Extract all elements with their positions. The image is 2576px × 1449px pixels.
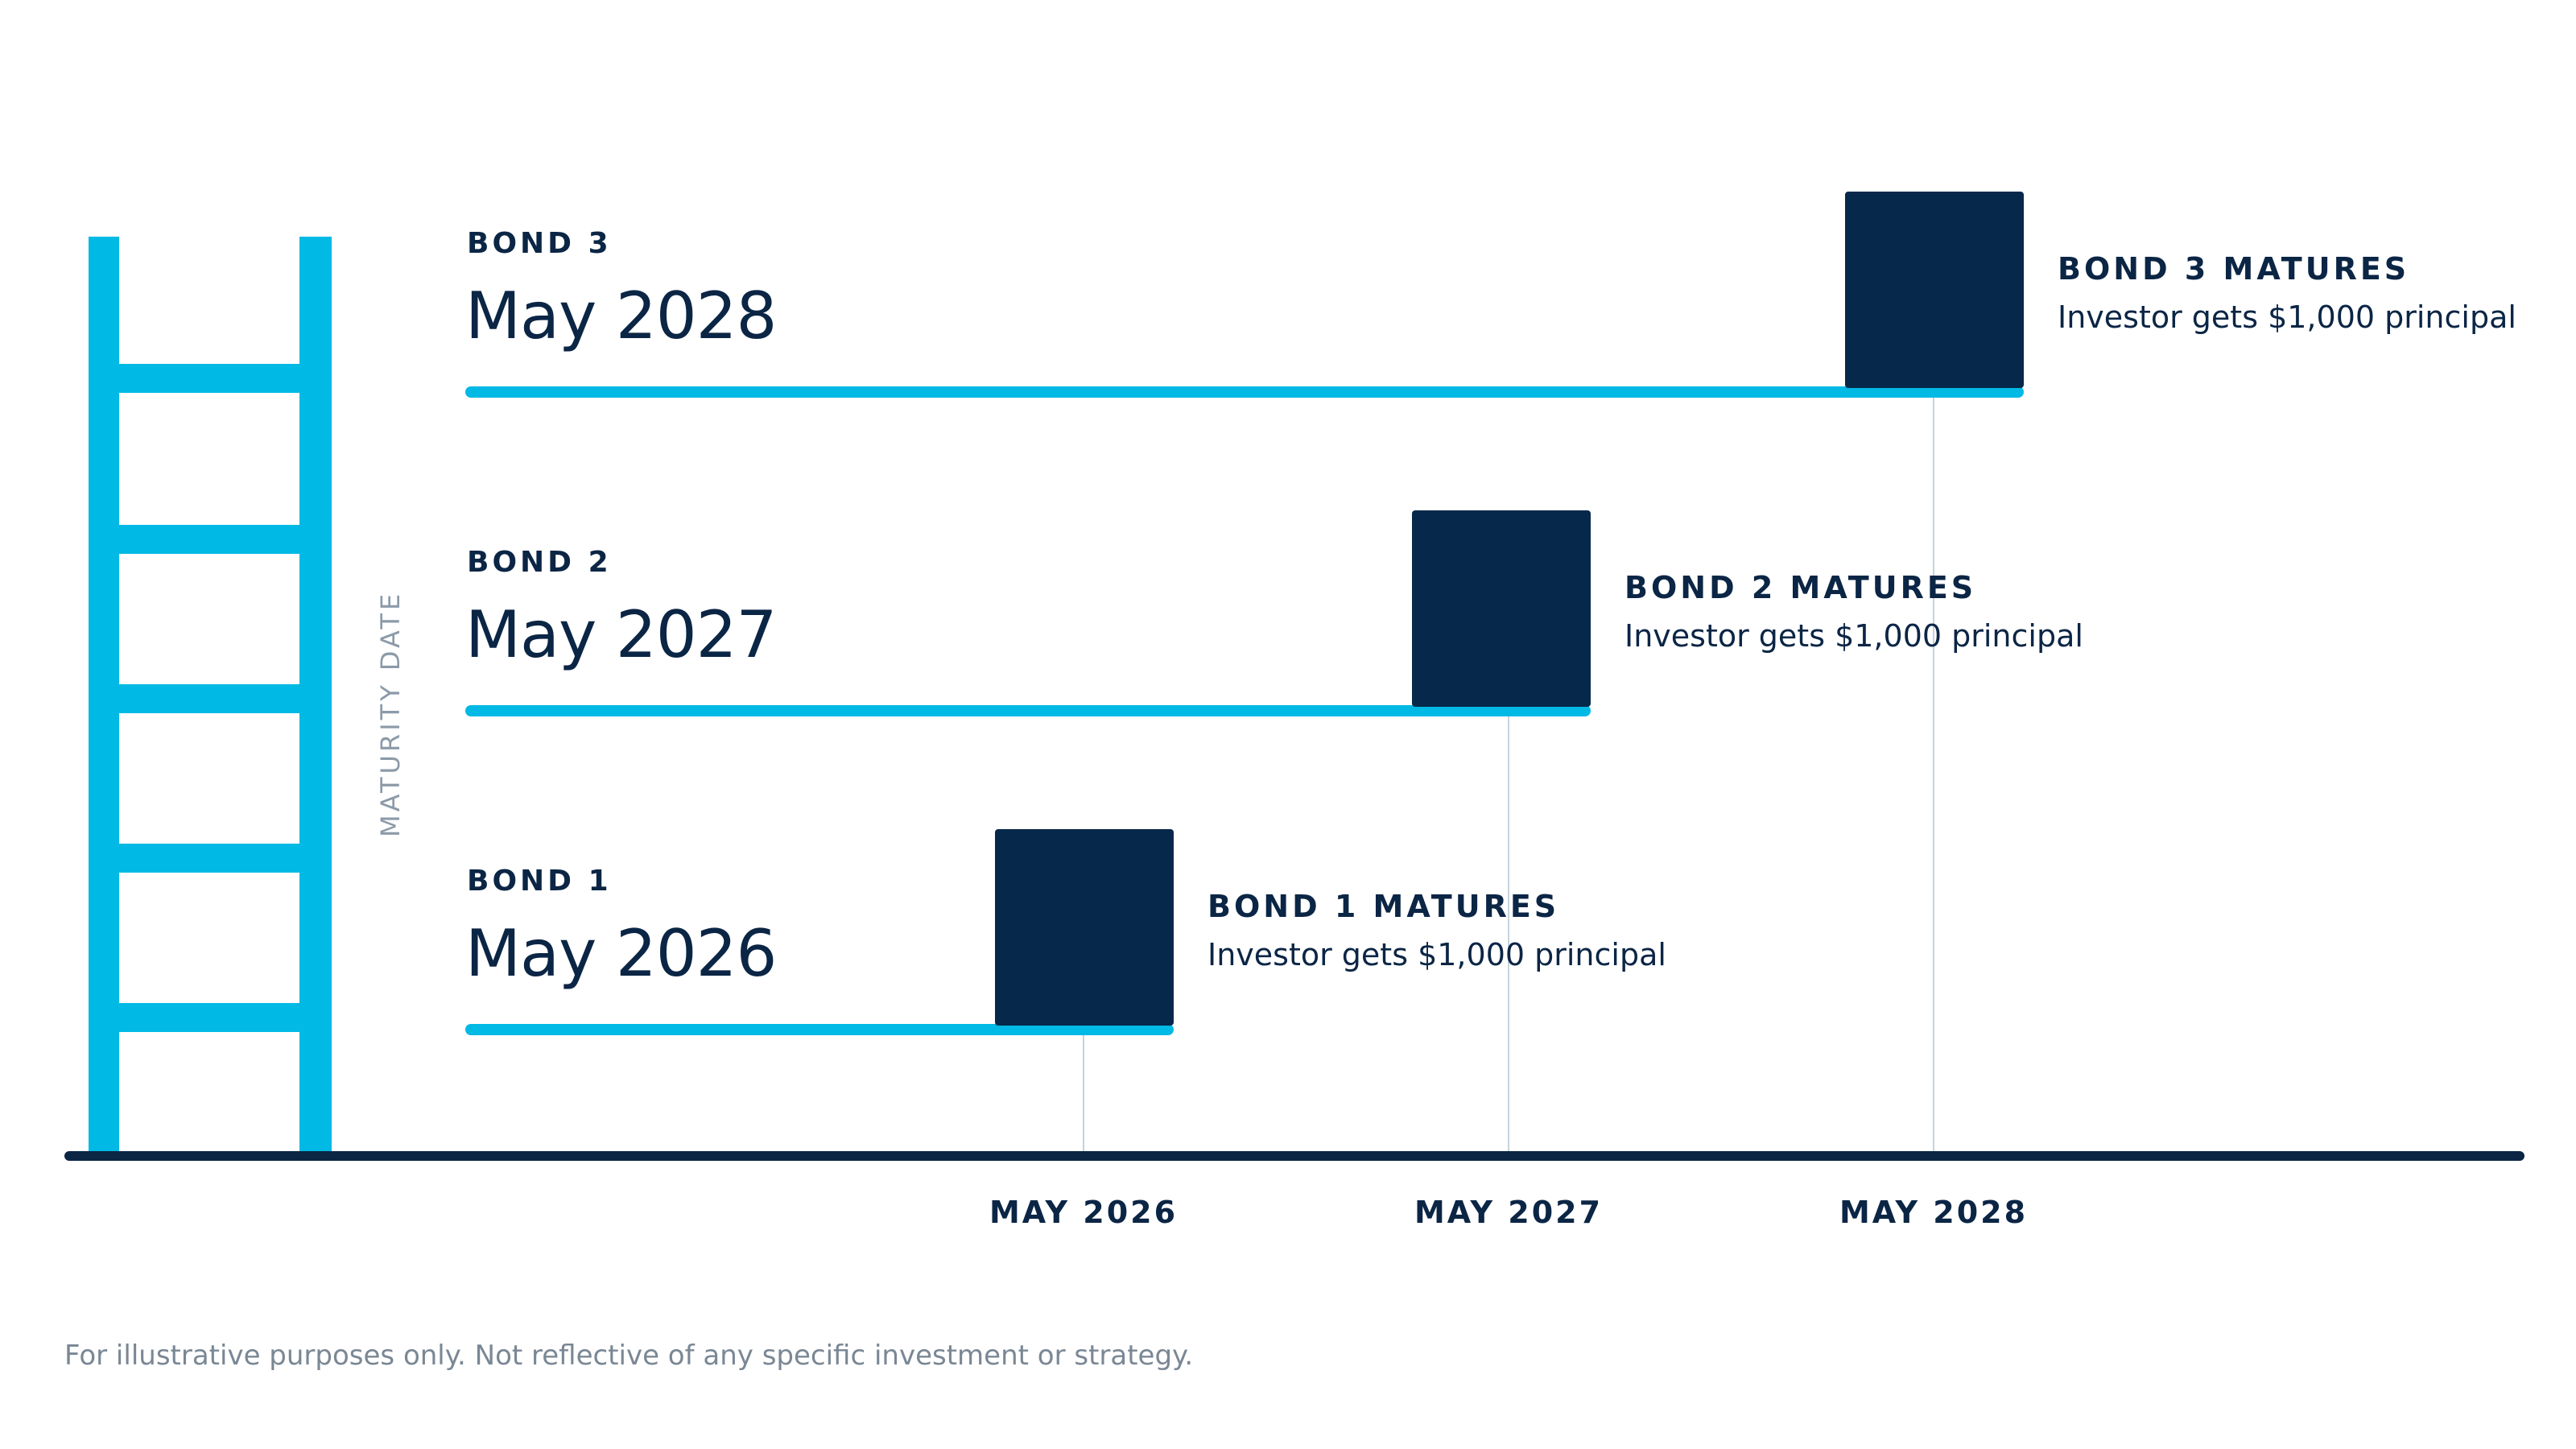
ladder-left-rail <box>89 237 119 1151</box>
bond-2-matures-title: BOND 2 MATURES <box>1624 570 1977 605</box>
bond-1-matures-title: BOND 1 MATURES <box>1208 889 1560 924</box>
bond-3-matures-title: BOND 3 MATURES <box>2058 251 2410 287</box>
bond-1-bar <box>465 1024 1174 1035</box>
bond-2-date: May 2027 <box>465 597 777 672</box>
bond-3-bar <box>465 386 2024 398</box>
bond-3-date: May 2028 <box>465 279 777 353</box>
bond-3-maturity-box <box>1845 192 2024 388</box>
x-tick-label: MAY 2027 <box>1414 1195 1604 1230</box>
bond-2-maturity-box <box>1412 510 1591 707</box>
bond-2-label: BOND 2 <box>467 546 612 579</box>
guide-line-may-2027 <box>1508 713 1509 1153</box>
bond-1-date: May 2026 <box>465 916 777 991</box>
bond-1-matures-desc: Investor gets $1,000 principal <box>1208 937 1666 972</box>
guide-line-may-2026 <box>1083 1032 1084 1153</box>
guide-line-may-2028 <box>1933 394 1934 1153</box>
ladder-rung <box>119 525 299 554</box>
bond-1-maturity-box <box>995 829 1174 1026</box>
bond-2-bar <box>465 705 1591 716</box>
ladder-rung <box>119 1003 299 1032</box>
bond-3-label: BOND 3 <box>467 227 612 260</box>
x-tick-label: MAY 2028 <box>1839 1195 2029 1230</box>
x-tick-label: MAY 2026 <box>989 1195 1179 1230</box>
y-axis-label: MATURITY DATE <box>375 590 406 837</box>
bond-1-label: BOND 1 <box>467 865 612 898</box>
bond-3-matures-desc: Investor gets $1,000 principal <box>2058 299 2516 335</box>
bond-2-matures-desc: Investor gets $1,000 principal <box>1624 618 2083 654</box>
ladder-rung <box>119 844 299 873</box>
x-axis-line <box>64 1151 2524 1161</box>
ladder-rung <box>119 364 299 393</box>
ladder-rung <box>119 684 299 713</box>
footnote: For illustrative purposes only. Not refl… <box>64 1340 1194 1372</box>
ladder-right-rail <box>299 237 332 1151</box>
